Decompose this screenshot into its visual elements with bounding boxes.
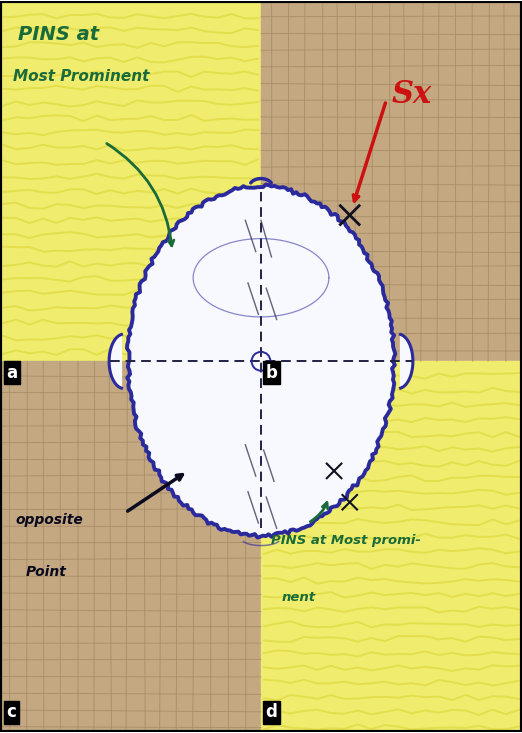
Text: Sx: Sx: [392, 79, 432, 111]
Text: Most Prominent: Most Prominent: [13, 69, 149, 84]
Text: Point: Point: [26, 565, 67, 579]
Polygon shape: [127, 185, 395, 537]
Polygon shape: [400, 334, 413, 388]
Text: d: d: [265, 703, 277, 721]
Text: opposite: opposite: [16, 512, 84, 526]
Text: a: a: [6, 364, 17, 382]
Text: nent: nent: [282, 591, 316, 604]
Bar: [261, 361, 522, 732]
Bar: [261, 1, 522, 361]
Text: PINS at: PINS at: [18, 25, 99, 43]
Bar: [0, 1, 261, 361]
Text: PINS at Most promi-: PINS at Most promi-: [271, 534, 421, 547]
Text: c: c: [6, 703, 16, 721]
Polygon shape: [109, 334, 122, 388]
Text: b: b: [265, 364, 277, 382]
Bar: [0, 361, 261, 732]
